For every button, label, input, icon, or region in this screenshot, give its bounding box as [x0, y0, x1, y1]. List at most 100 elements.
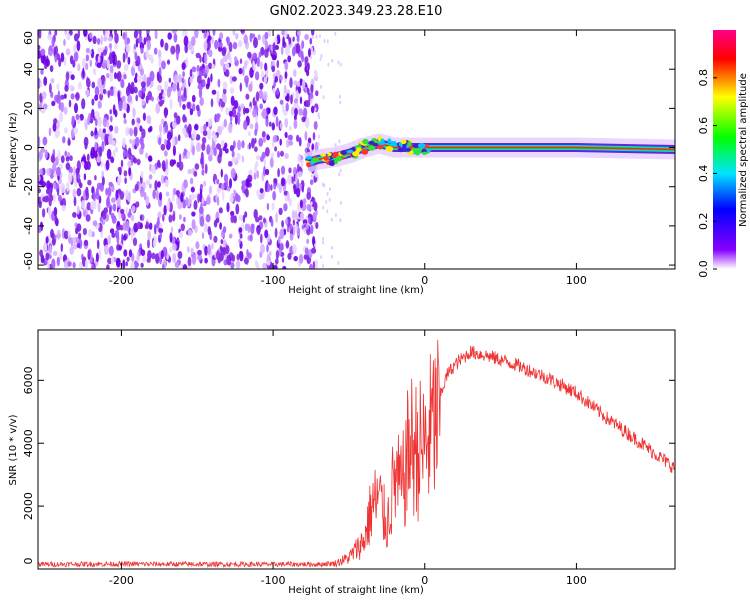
spectrogram-noise-cell	[233, 189, 236, 196]
spectrogram-noise-cell	[72, 188, 76, 199]
spectrogram-noise-cell	[114, 125, 119, 134]
spectrogram-noise-cell	[119, 224, 124, 231]
spectrogram-noise-cell	[160, 249, 164, 260]
spectrogram-noise-cell	[228, 178, 233, 189]
spectrogram-noise-cell	[73, 166, 76, 176]
spectrogram-noise-cell	[65, 48, 71, 56]
spectrogram-noise-cell	[76, 188, 82, 197]
spectrogram-noise-cell	[211, 36, 214, 44]
spectrogram-noise-cell	[120, 78, 125, 89]
spectrogram-noise-cell	[257, 34, 261, 41]
spectrogram-noise-cell	[48, 127, 52, 137]
spectrogram-noise-cell	[164, 42, 169, 51]
spectrogram-noise-cell	[83, 30, 88, 37]
spectrogram-noise-cell	[186, 246, 190, 253]
spectrogram-noise-cell	[132, 60, 136, 69]
spectrogram-noise-cell	[266, 260, 271, 266]
signal-blob	[404, 148, 412, 152]
spectrogram-noise-cell	[105, 187, 108, 196]
spectrogram-noise-cell	[172, 145, 176, 157]
spectrogram-noise-cell	[284, 30, 288, 38]
spectrogram-noise-cell	[259, 103, 264, 110]
spectrogram-noise-cell	[259, 188, 264, 194]
signal-blob	[340, 150, 347, 156]
spectrogram-noise-cell	[139, 125, 143, 132]
spectrogram-noise-cell	[194, 30, 199, 39]
spectrogram-noise-cell	[295, 173, 298, 184]
spectrogram-noise-cell	[246, 249, 249, 257]
spectrogram-noise-cell	[139, 214, 143, 221]
spectrogram-noise-cell	[285, 44, 290, 56]
spectrogram-noise-cell	[192, 103, 196, 112]
spectrogram-noise-cell	[186, 101, 191, 109]
spectrogram-noise-cell	[108, 43, 113, 49]
spectrogram-noise-cell	[160, 174, 165, 184]
spectrogram-noise-cell	[322, 263, 324, 268]
spectrogram-noise-cell	[193, 170, 198, 177]
spectrogram-noise-cell	[133, 126, 138, 137]
spectrogram-noise-cell	[176, 115, 181, 125]
spectrogram-noise-cell	[140, 47, 144, 54]
spectrogram-noise-cell	[232, 41, 238, 50]
spectrogram-noise-cell	[60, 155, 65, 164]
spectrogram-noise-cell	[53, 181, 57, 190]
spectrogram-noise-cell	[190, 193, 196, 201]
spectrogram-noise-cell	[189, 78, 193, 84]
spectrogram-noise-cell	[256, 170, 259, 179]
spectrogram-noise-cell	[222, 88, 227, 95]
spectrogram-noise-cell	[314, 259, 318, 269]
spectrogram-noise-cell	[109, 109, 112, 115]
spectrogram-noise-cell	[106, 148, 112, 160]
spectrogram-noise-cell	[338, 94, 341, 99]
spectrogram-x-ticks: -200 -100 0 100	[109, 30, 587, 287]
spectrogram-noise-cell	[86, 77, 91, 88]
spectrogram-noise-cell	[54, 30, 58, 36]
spectrogram-noise-cell	[96, 156, 102, 163]
spectrogram-noise-cell	[56, 188, 60, 196]
spectrogram-noise-cell	[134, 136, 140, 147]
spectrogram-noise-cell	[86, 202, 92, 211]
spectrogram-noise-cell	[155, 253, 160, 264]
spectrogram-noise-cell	[202, 130, 208, 137]
spectrogram-noise-cell	[236, 152, 241, 161]
spectrogram-noise-cell	[266, 244, 269, 253]
spectrogram-noise-cell	[204, 163, 208, 175]
spectrogram-noise-cell	[94, 141, 97, 152]
spectrogram-noise-cell	[299, 78, 303, 87]
spectrogram-noise-cell	[182, 199, 187, 209]
spectrogram-noise-cell	[96, 239, 100, 250]
spectrogram-noise-cell	[225, 36, 230, 43]
signal-blob	[417, 143, 426, 149]
spectrogram-noise-cell	[339, 62, 342, 67]
spectrogram-noise-cell	[203, 180, 207, 187]
spectrogram-noise-cell	[65, 71, 70, 81]
spectrogram-noise-cell	[215, 113, 221, 119]
spectrogram-noise-cell	[69, 246, 75, 255]
y-tick-label: 4000	[22, 429, 35, 457]
spectrogram-noise-cell	[258, 51, 262, 58]
spectrogram-noise-cell	[304, 86, 308, 93]
spectrogram-noise-cell	[231, 107, 237, 118]
spectrogram-noise-cell	[263, 76, 267, 84]
spectrogram-noise-cell	[201, 30, 205, 34]
spectrogram-noise-cell	[315, 34, 318, 39]
spectrogram-noise-cell	[261, 131, 266, 138]
spectrogram-noise-cell	[306, 142, 311, 149]
spectrogram-noise-cell	[339, 200, 342, 205]
spectrogram-noise-cell	[213, 147, 217, 157]
spectrogram-noise-cell	[279, 138, 283, 146]
spectrogram-noise-cell	[225, 245, 230, 255]
spectrogram-noise-cell	[126, 37, 131, 45]
spectrogram-noise-cell	[56, 256, 60, 267]
spectrogram-noise-cell	[254, 129, 258, 136]
spectrogram-noise-cell	[52, 162, 57, 173]
spectrogram-noise-cell	[299, 96, 303, 105]
spectrogram-noise-cell	[60, 102, 65, 113]
spectrogram-noise-cell	[213, 235, 218, 243]
spectrogram-noise-cell	[191, 219, 196, 230]
spectrogram-noise-cell	[297, 60, 302, 68]
spectrogram-noise-cell	[116, 197, 121, 207]
spectrogram-noise-cell	[296, 187, 301, 198]
spectrogram-noise-cell	[217, 78, 221, 88]
